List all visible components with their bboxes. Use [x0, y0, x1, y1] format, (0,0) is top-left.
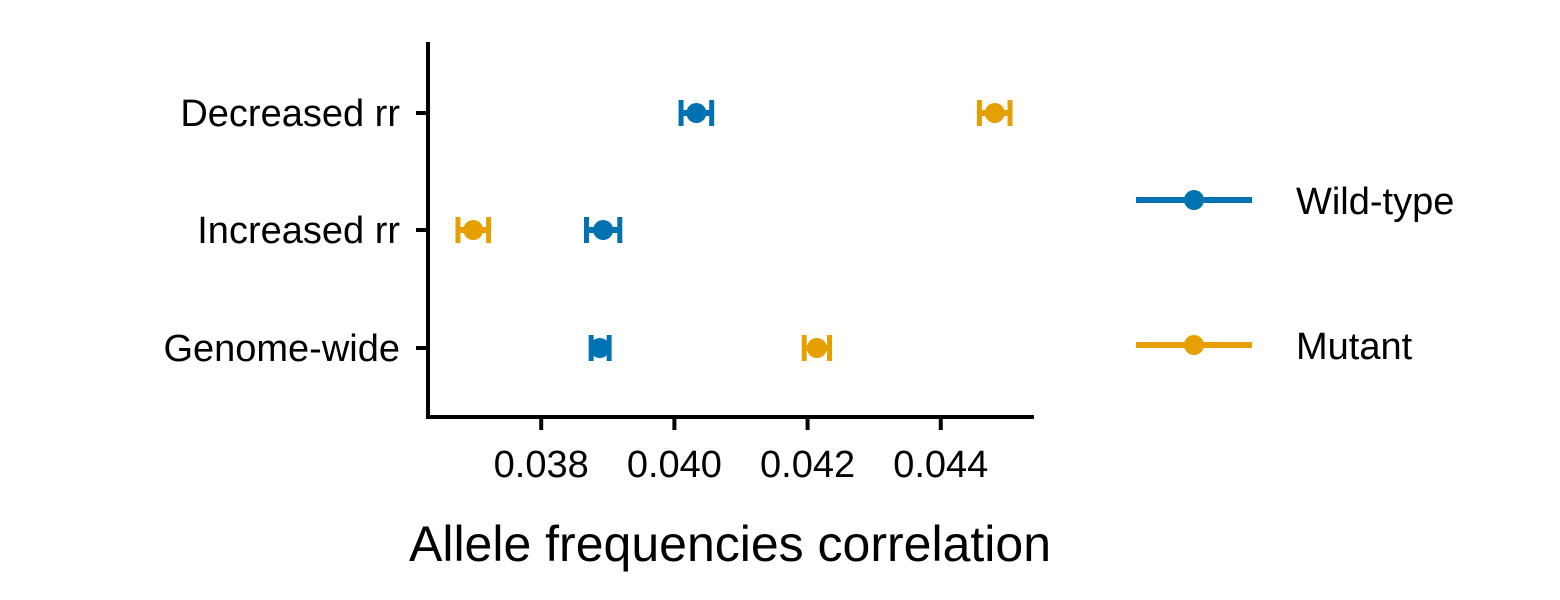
- legend: Wild-type Mutant: [1136, 181, 1454, 368]
- errorbar-point-mutant: [801, 335, 833, 361]
- data-point: [984, 103, 1005, 123]
- errorbar-point-mutant: [455, 217, 492, 243]
- data-marks: [455, 100, 1013, 361]
- legend-item-mutant: Mutant: [1136, 326, 1413, 368]
- x-tick-label: 0.044: [893, 444, 988, 486]
- x-tick-label: 0.040: [627, 444, 722, 486]
- legend-point: [1184, 335, 1204, 355]
- x-tick-label: 0.042: [760, 444, 855, 486]
- legend-label: Mutant: [1296, 326, 1413, 368]
- y-tick-label: Decreased rr: [180, 93, 400, 135]
- legend-label: Wild-type: [1296, 181, 1454, 223]
- data-point: [686, 103, 707, 123]
- plot-area: Genome-wide Increased rr Decreased rr 0.03…: [163, 42, 1034, 486]
- data-point: [463, 220, 484, 240]
- errorbar-point-mutant: [976, 100, 1013, 126]
- x-axis-title: Allele frequencies correlation: [409, 516, 1051, 572]
- legend-item-wild-type: Wild-type: [1136, 181, 1454, 223]
- data-point: [806, 338, 827, 358]
- y-tick-label: Genome-wide: [163, 328, 400, 370]
- legend-point: [1184, 190, 1204, 210]
- errorbar-point-wild-type: [588, 335, 612, 361]
- x-tick-label: 0.038: [494, 444, 589, 486]
- y-tick-label: Increased rr: [197, 210, 400, 252]
- y-axis-ticks: Genome-wide Increased rr Decreased rr: [163, 93, 428, 370]
- errorbar-point-wild-type: [678, 100, 715, 126]
- data-point: [593, 220, 614, 240]
- x-axis-ticks: 0.038 0.040 0.042 0.044: [494, 417, 988, 486]
- errorbar-point-wild-type: [583, 217, 623, 243]
- data-point: [589, 338, 610, 358]
